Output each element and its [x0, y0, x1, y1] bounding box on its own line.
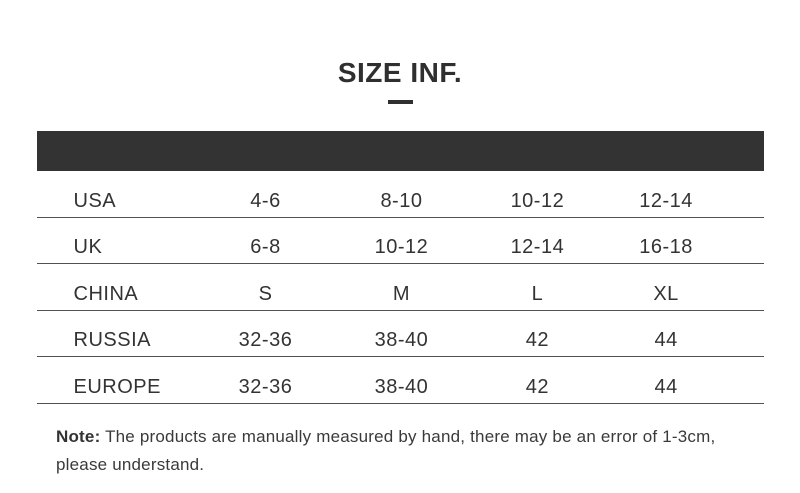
table-header-bar	[36, 131, 764, 171]
size-value: 42	[525, 375, 550, 398]
size-value: L	[531, 282, 544, 305]
note-label: Note:	[56, 426, 101, 446]
table-row-china: CHINA S M L XL	[36, 264, 764, 311]
table-row-russia: RUSSIA 32-36 38-40 42 44	[36, 311, 764, 357]
table-row-uk: UK 6-8 10-12 12-14 16-18	[36, 218, 764, 264]
size-value: M	[392, 282, 411, 305]
size-value: 10-12	[374, 236, 429, 258]
size-value: S	[258, 282, 273, 305]
note-line2: please understand.	[56, 454, 205, 474]
size-value: 6-8	[250, 236, 281, 258]
page-title: SIZE INF.	[337, 57, 463, 88]
size-table: USA 4-6 8-10 10-12 12-14 UK 6-8 10-12 12…	[36, 131, 764, 404]
size-value: 4-6	[250, 189, 281, 212]
note-text: Note: The products are manually measured…	[56, 423, 760, 479]
size-value: 12-14	[639, 189, 693, 212]
size-value: 16-18	[639, 236, 693, 258]
region-label: EUROPE	[73, 375, 161, 398]
size-value: 32-36	[238, 329, 293, 351]
size-value: 12-14	[510, 236, 565, 258]
region-label: USA	[73, 189, 117, 212]
table-row-usa: USA 4-6 8-10 10-12 12-14	[36, 171, 764, 218]
size-value: 44	[654, 375, 678, 398]
size-value: 10-12	[510, 189, 565, 212]
size-value: 38-40	[374, 329, 429, 351]
region-label: UK	[73, 236, 103, 258]
size-value: 8-10	[380, 189, 423, 212]
note-line1: The products are manually measured by ha…	[100, 426, 716, 446]
size-value: 32-36	[238, 375, 293, 398]
size-value: 38-40	[374, 375, 429, 398]
size-value: 44	[654, 329, 678, 351]
size-value: XL	[653, 282, 679, 305]
region-label: RUSSIA	[73, 329, 151, 351]
region-label: CHINA	[73, 282, 139, 305]
size-value: 42	[525, 329, 550, 351]
table-row-europe: EUROPE 32-36 38-40 42 44	[36, 357, 764, 404]
title-underline-dash	[387, 100, 413, 104]
